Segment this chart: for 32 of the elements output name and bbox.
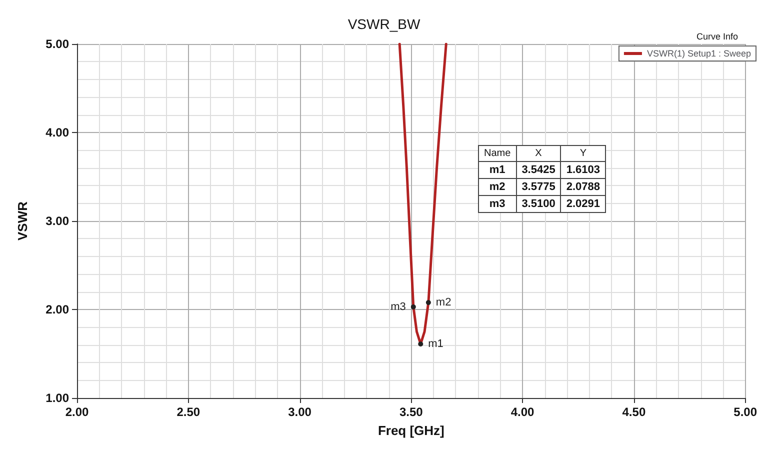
annotation: m2 bbox=[478, 178, 516, 196]
y-tick-label: 1.00 bbox=[46, 391, 70, 405]
annotation: 3.5775 bbox=[516, 178, 561, 196]
annotation: 3.5100 bbox=[516, 196, 561, 212]
annotation: m3 bbox=[478, 196, 516, 212]
x-tick-label: 2.50 bbox=[176, 405, 200, 419]
x-tick-label: 2.00 bbox=[65, 405, 89, 419]
annotation: 3.5425 bbox=[516, 162, 561, 178]
annotation: m3 bbox=[390, 300, 406, 313]
annotation: m1 bbox=[428, 338, 444, 350]
chart-title: VSWR_BW bbox=[348, 16, 421, 32]
x-tick-label: 3.00 bbox=[288, 405, 312, 419]
legend-label: VSWR(1) Setup1 : Sweep bbox=[646, 48, 751, 58]
y-tick-label: 2.00 bbox=[46, 302, 70, 316]
annotation: Y bbox=[560, 146, 606, 162]
x-tick-label: 4.50 bbox=[622, 405, 646, 419]
y-tick-label: 3.00 bbox=[46, 214, 70, 228]
annotation: m2 bbox=[436, 296, 452, 309]
y-tick-label: 4.00 bbox=[46, 126, 70, 140]
annotation: 2.0291 bbox=[560, 196, 606, 212]
x-tick-label: 5.00 bbox=[734, 405, 758, 419]
annotation: m1 bbox=[478, 162, 516, 178]
annotation: 2.0788 bbox=[560, 178, 606, 196]
annotation: Name bbox=[478, 146, 516, 162]
annotation: X bbox=[516, 146, 561, 162]
annotation: 1.6103 bbox=[560, 162, 606, 178]
x-tick-label: 3.50 bbox=[399, 405, 424, 419]
y-axis-title: VSWR bbox=[15, 200, 30, 240]
legend-title: Curve Info bbox=[696, 32, 738, 42]
y-tick-label: 5.00 bbox=[46, 37, 70, 51]
x-tick-label: 4.00 bbox=[510, 405, 535, 419]
x-axis-title: Freq [GHz] bbox=[378, 423, 444, 438]
